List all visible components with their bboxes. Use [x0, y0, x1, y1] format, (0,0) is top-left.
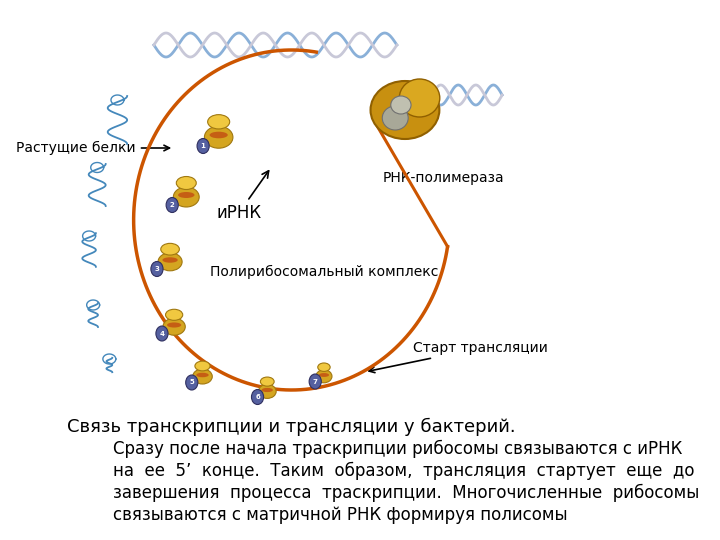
Ellipse shape: [210, 132, 228, 138]
Ellipse shape: [371, 81, 439, 139]
Ellipse shape: [204, 126, 233, 148]
Text: 5: 5: [189, 380, 194, 386]
Ellipse shape: [197, 373, 209, 377]
Text: Растущие белки: Растущие белки: [16, 141, 169, 155]
Ellipse shape: [161, 244, 179, 255]
Ellipse shape: [174, 187, 199, 207]
Circle shape: [151, 261, 163, 276]
Text: завершения  процесса  траскрипции.  Многочисленные  рибосомы: завершения процесса траскрипции. Многочи…: [113, 484, 700, 502]
Circle shape: [197, 138, 210, 153]
Text: 7: 7: [312, 379, 318, 384]
Text: иРНК: иРНК: [216, 171, 269, 222]
Ellipse shape: [167, 322, 181, 328]
Text: на  ее  5’  конце.  Таким  образом,  трансляция  стартует  еще  до: на ее 5’ конце. Таким образом, трансляци…: [113, 462, 695, 480]
Ellipse shape: [316, 370, 332, 383]
Ellipse shape: [319, 373, 329, 377]
Ellipse shape: [318, 363, 330, 372]
Circle shape: [166, 198, 179, 213]
Text: Связь транскрипции и трансляции у бактерий.: Связь транскрипции и трансляции у бактер…: [67, 418, 516, 436]
Ellipse shape: [382, 106, 408, 130]
Text: 4: 4: [159, 330, 164, 336]
Ellipse shape: [261, 377, 274, 386]
Ellipse shape: [400, 79, 440, 117]
Circle shape: [309, 374, 321, 389]
Ellipse shape: [207, 114, 230, 129]
Text: Старт трансляции: Старт трансляции: [369, 341, 548, 373]
Text: Сразу после начала траскрипции рибосомы связываются с иРНК: Сразу после начала траскрипции рибосомы …: [113, 440, 683, 458]
Ellipse shape: [178, 192, 194, 198]
Ellipse shape: [163, 318, 185, 335]
Text: РНК-полимераза: РНК-полимераза: [383, 171, 505, 185]
Ellipse shape: [163, 257, 178, 262]
Ellipse shape: [195, 361, 210, 371]
Circle shape: [251, 389, 264, 404]
Ellipse shape: [193, 369, 212, 384]
Ellipse shape: [158, 253, 182, 271]
Ellipse shape: [176, 177, 197, 190]
Text: 3: 3: [155, 266, 159, 272]
Text: Полирибосомальный комплекс: Полирибосомальный комплекс: [210, 265, 438, 279]
Text: 2: 2: [170, 202, 174, 208]
Ellipse shape: [391, 96, 411, 114]
Text: связываются с матричной РНК формируя полисомы: связываются с матричной РНК формируя пол…: [113, 506, 568, 524]
Ellipse shape: [261, 388, 273, 392]
Circle shape: [186, 375, 198, 390]
Ellipse shape: [166, 309, 183, 320]
Text: 6: 6: [255, 394, 260, 400]
Ellipse shape: [258, 384, 276, 399]
Text: 1: 1: [201, 143, 205, 149]
Circle shape: [156, 326, 168, 341]
